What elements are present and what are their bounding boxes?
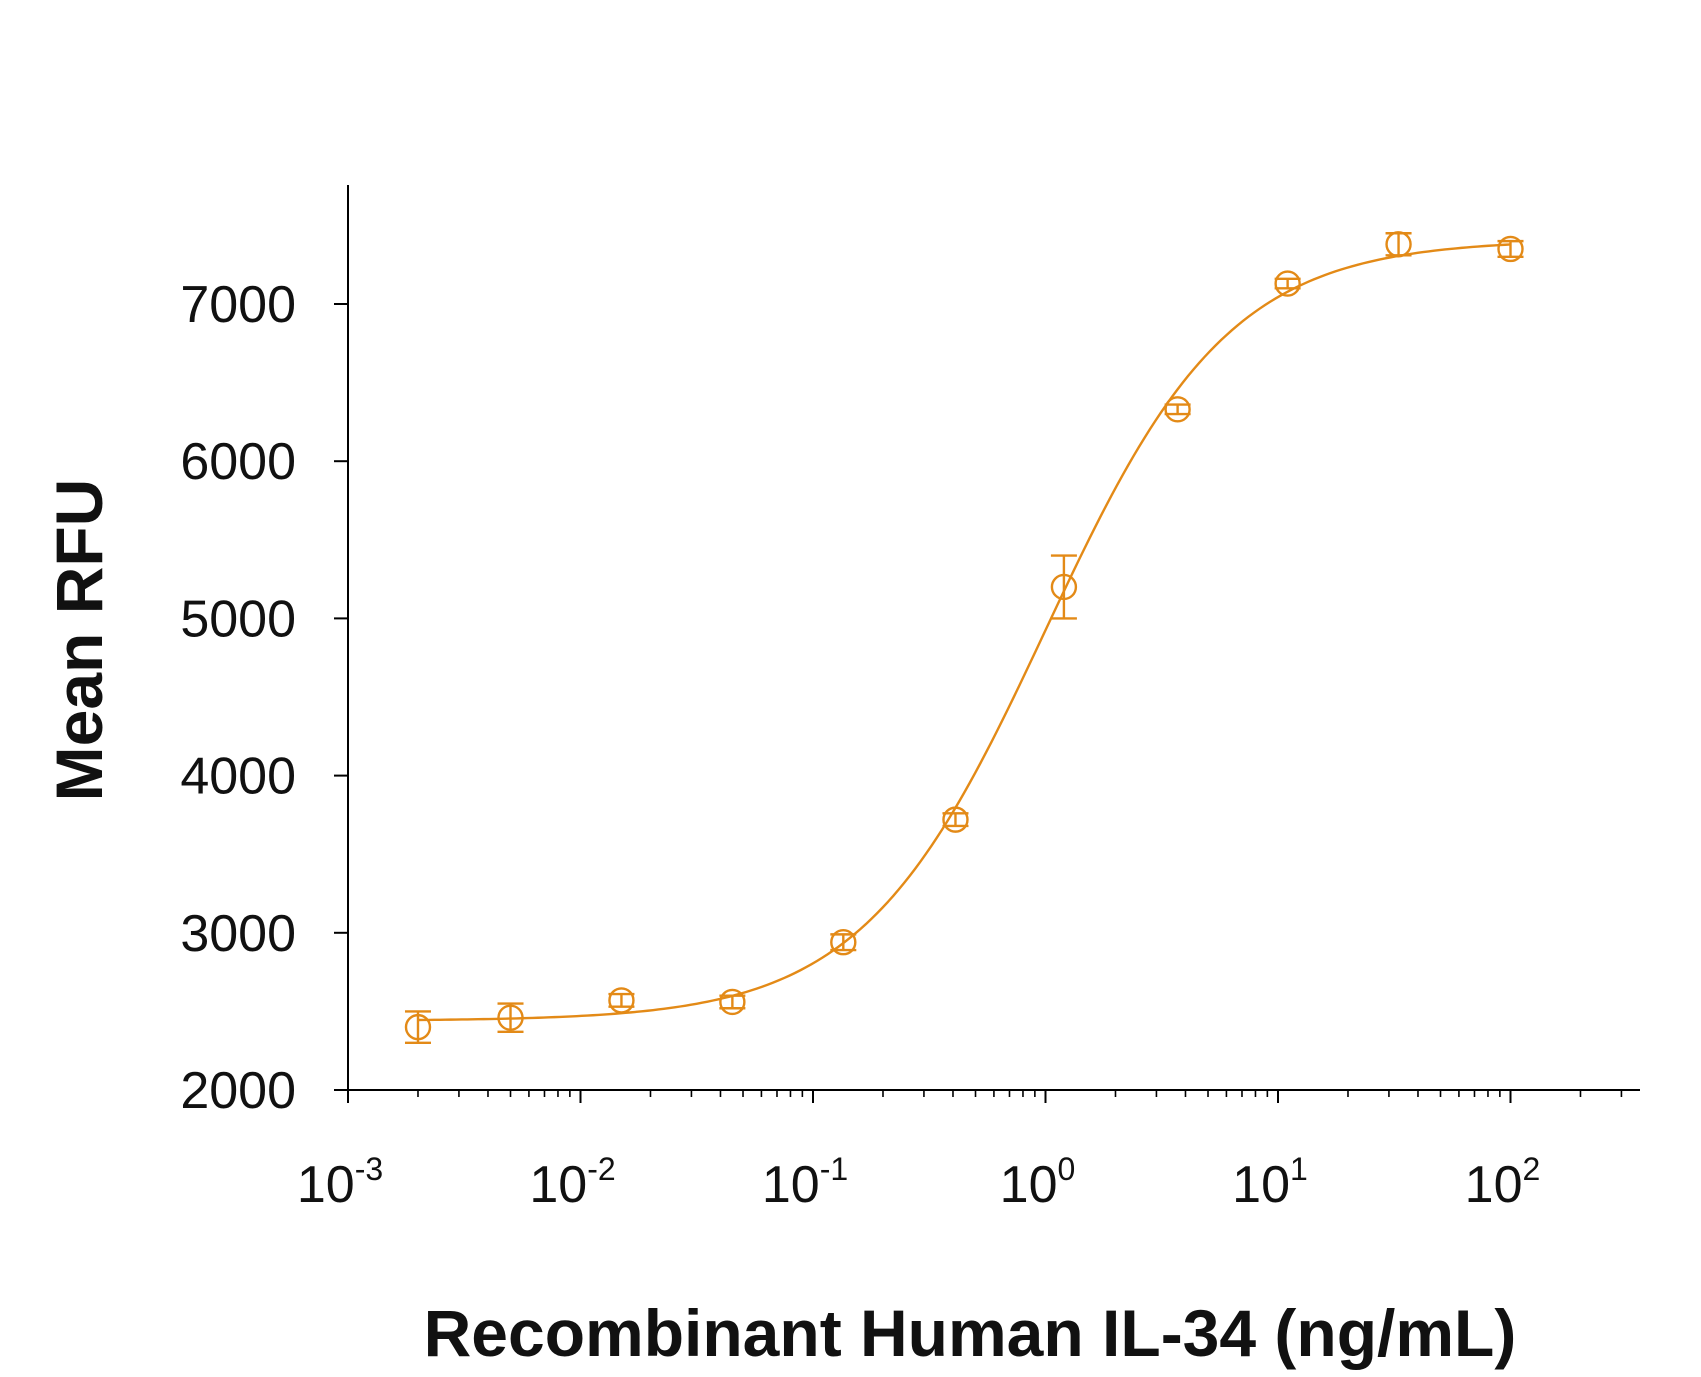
data-point (1050, 554, 1078, 620)
x-tick-label: 102 (1465, 1151, 1541, 1214)
x-tick-label: 101 (1232, 1151, 1308, 1214)
y-tick-label: 2000 (180, 1062, 296, 1120)
fit-curve (417, 243, 1511, 1022)
x-tick-label: 10-3 (297, 1151, 383, 1214)
data-marker (1274, 270, 1301, 297)
y-tick-label: 3000 (180, 905, 296, 963)
data-marker (608, 987, 635, 1014)
y-tick-label: 6000 (180, 433, 296, 491)
data-point (497, 1002, 524, 1034)
data-marker (719, 988, 746, 1016)
data-marker (942, 806, 969, 833)
data-marker (497, 1004, 524, 1031)
data-point (608, 987, 635, 1014)
data-point (719, 988, 746, 1016)
y-tick-label: 5000 (180, 590, 296, 648)
x-axis: 10-3 10-2 10-1 100 101 102 (297, 1089, 1640, 1214)
data-marker (1385, 231, 1412, 258)
data-marker (1050, 573, 1078, 601)
y-tick-label: 7000 (180, 276, 296, 334)
x-tick-label: 10-1 (762, 1151, 848, 1214)
y-axis: 2000 3000 4000 5000 6000 7000 (180, 185, 349, 1120)
data-marker (830, 929, 857, 956)
plot-area (404, 231, 1524, 1045)
y-axis-title: Mean RFU (42, 479, 116, 802)
data-point (1164, 396, 1191, 423)
data-point (830, 929, 857, 956)
x-tick-label: 100 (1000, 1151, 1076, 1214)
data-point (1274, 270, 1301, 297)
data-marker (404, 1013, 432, 1041)
x-axis-title: Recombinant Human IL-34 (ng/mL) (424, 1296, 1517, 1370)
data-marker (1497, 235, 1524, 263)
data-point (404, 1010, 432, 1045)
data-marker (1164, 396, 1191, 423)
data-point (942, 806, 969, 833)
y-tick-label: 4000 (180, 748, 296, 806)
data-point (1385, 231, 1412, 258)
data-point (1497, 235, 1524, 263)
x-tick-label: 10-2 (529, 1151, 615, 1214)
